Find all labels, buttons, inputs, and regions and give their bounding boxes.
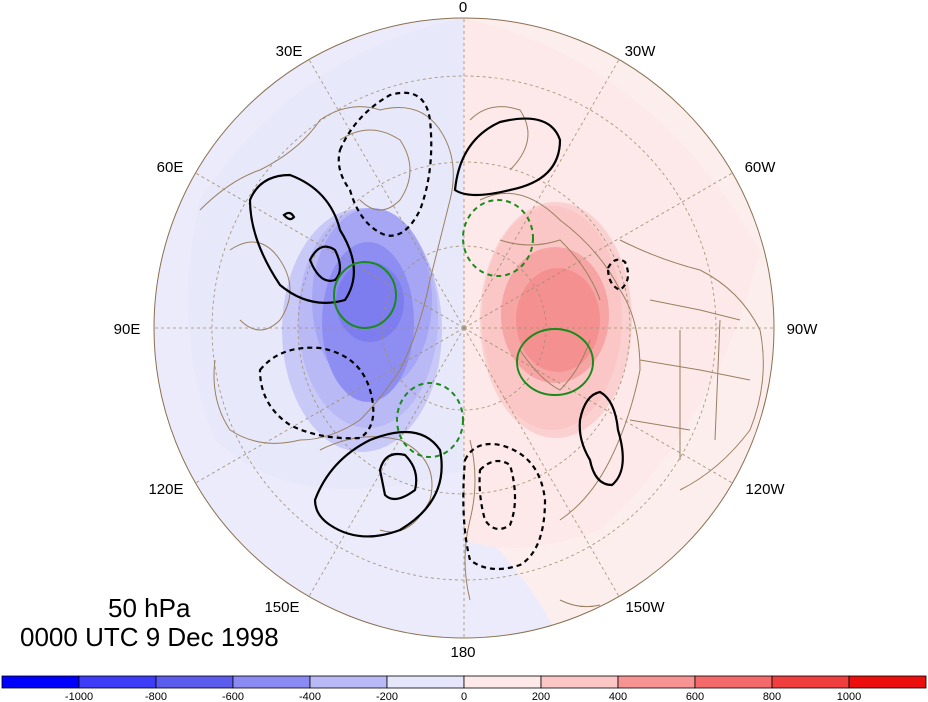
lon-label-30e: 30E — [276, 43, 303, 60]
green-dashed-contour-east-asia — [396, 382, 464, 458]
colorbar-swatch — [540, 675, 619, 689]
lon-label-90w: 90W — [787, 321, 819, 338]
lon-label-90e: 90E — [114, 321, 141, 338]
lon-label-120e: 120E — [148, 481, 183, 498]
lon-label-0: 0 — [459, 0, 467, 16]
green-contour-eurasia — [333, 261, 397, 329]
colorbar-swatch — [155, 675, 234, 689]
colorbar-tick-label: -200 — [376, 691, 398, 702]
green-dashed-contour-greenland — [462, 199, 534, 277]
colorbar-swatch — [309, 675, 388, 689]
colorbar-tick-label: 0 — [461, 691, 467, 702]
colorbar-tick-label: 200 — [532, 691, 550, 702]
contour-east-asia-inner — [378, 452, 418, 501]
contour-europe — [248, 173, 355, 304]
dashed-contour-pacific — [462, 442, 547, 571]
lon-label-120w: 120W — [745, 481, 785, 498]
lon-label-30w: 30W — [625, 43, 657, 60]
colorbar-tick-label: -600 — [222, 691, 244, 702]
longitude-grid — [154, 18, 774, 638]
lon-label-180: 180 — [450, 644, 475, 661]
pressure-level-label: 50 hPa — [108, 593, 191, 623]
colorbar-tick-label: -800 — [145, 691, 167, 702]
lon-label-150w: 150W — [625, 599, 665, 616]
positive-contours — [248, 117, 624, 538]
colorbar-tick-label: 600 — [686, 691, 704, 702]
contour-north-atlantic — [453, 117, 562, 197]
green-contour-canada — [516, 328, 594, 396]
colorbar-swatch — [694, 675, 773, 689]
colorbar-swatch — [1, 675, 80, 689]
colorbar-swatch — [463, 675, 542, 689]
colorbar-swatch — [386, 675, 465, 689]
colorbar-tick-label: -1000 — [65, 691, 93, 702]
colorbar-swatch — [232, 675, 311, 689]
dashed-contour-pacific-inner — [478, 459, 517, 531]
positive-anomaly-core — [516, 268, 600, 372]
colorbar: -1000 -800 -600 -400 -200 0 200 400 600 800 1000 — [1, 675, 927, 702]
dashed-contour-scandinavia — [337, 91, 433, 237]
lon-label-150e: 150E — [264, 599, 299, 616]
colorbar-tick-label: 400 — [609, 691, 627, 702]
colorbar-swatch — [78, 675, 157, 689]
contour-europe-inner — [308, 245, 342, 282]
lon-label-60w: 60W — [745, 159, 777, 176]
contour-east-asia — [313, 430, 443, 538]
green-dashed-contours — [396, 199, 534, 458]
negative-contours — [258, 91, 630, 571]
contour-north-pacific — [578, 390, 624, 487]
coastlines — [199, 106, 764, 608]
colorbar-swatch — [771, 675, 850, 689]
colorbar-swatch — [848, 675, 927, 689]
dashed-contour-canada — [606, 258, 630, 292]
valid-time-label: 0000 UTC 9 Dec 1998 — [20, 622, 279, 652]
colorbar-tick-label: -400 — [299, 691, 321, 702]
lon-label-60e: 60E — [157, 159, 184, 176]
green-contours — [333, 261, 594, 396]
colorbar-tick-label: 1000 — [837, 691, 861, 702]
colorbar-swatch — [617, 675, 696, 689]
map-border — [153, 17, 775, 639]
dashed-contour-siberia — [258, 346, 375, 440]
colorbar-tick-label: 800 — [763, 691, 781, 702]
longitude-labels: 0 30W 60W 90W 120W 150W 180 150E 120E 90… — [114, 0, 819, 661]
